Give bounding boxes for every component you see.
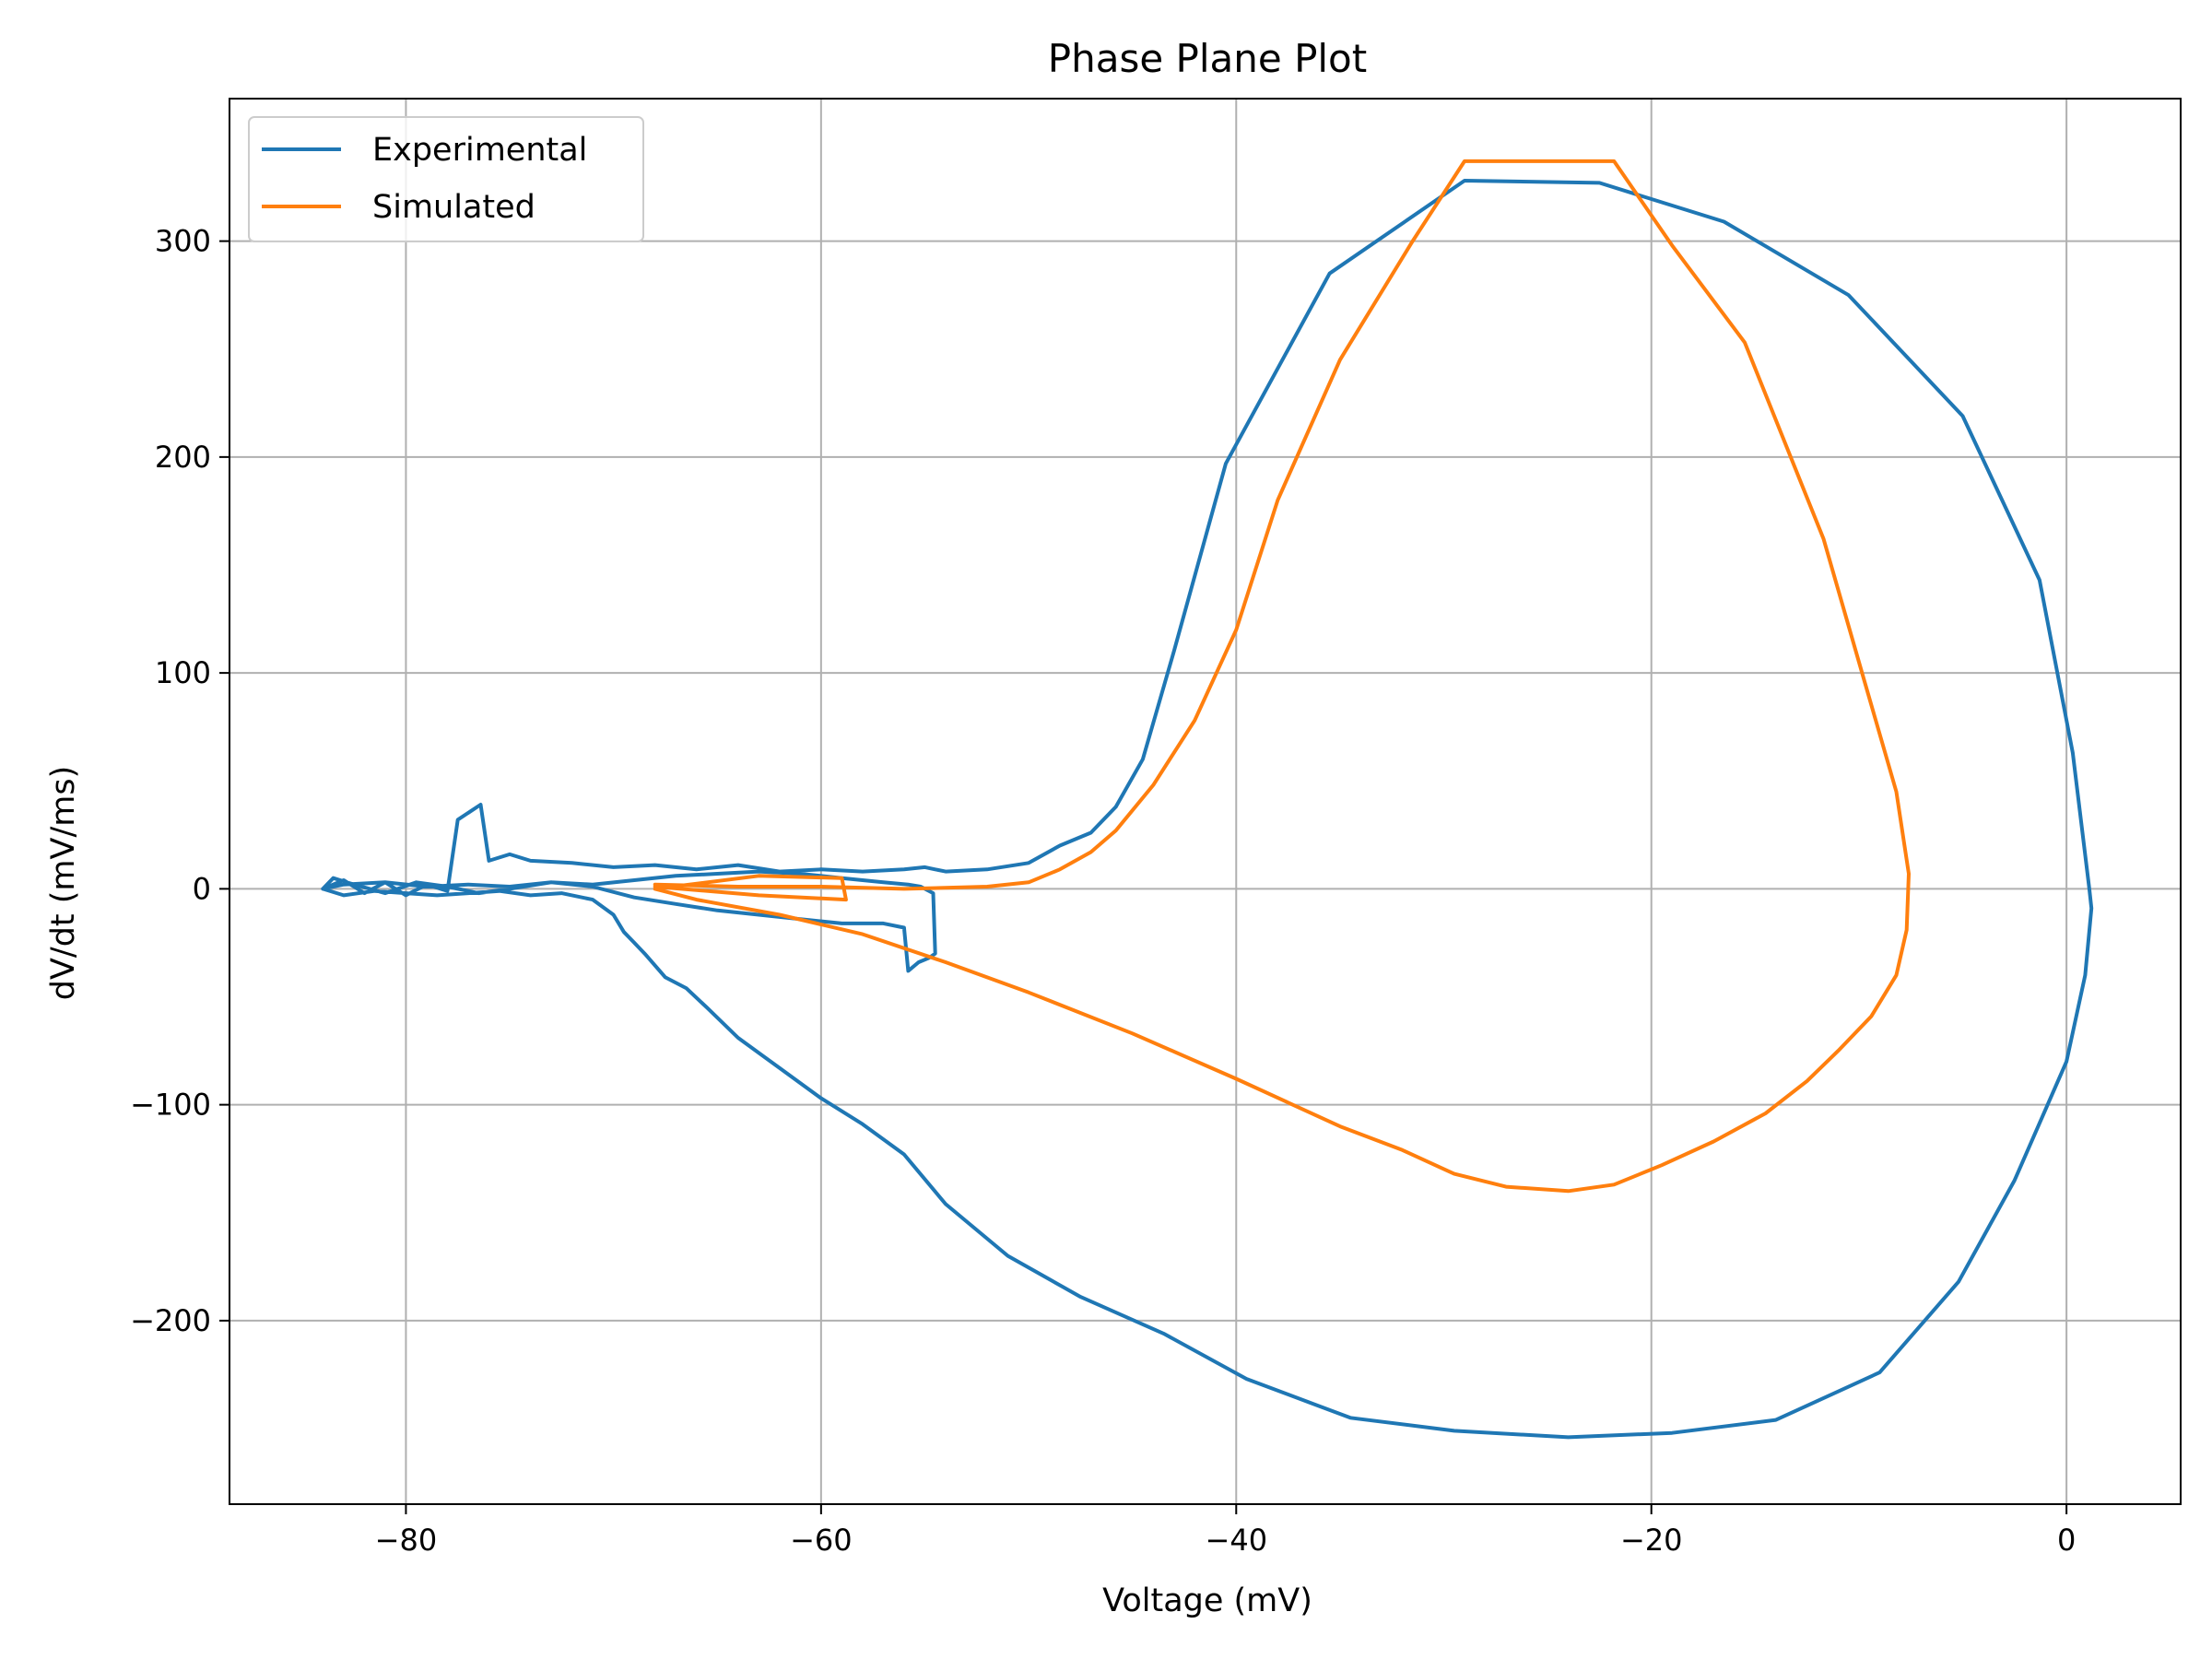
y-tick-label-3: 100 xyxy=(155,655,211,690)
x-tick-label-3: −20 xyxy=(1620,1523,1683,1558)
series-line-simulated xyxy=(653,159,1911,1194)
y-tick-label-1: −100 xyxy=(130,1088,211,1123)
x-tick-label-2: −40 xyxy=(1206,1523,1268,1558)
y-axis-label: dV/dt (mV/ms) xyxy=(45,766,82,1001)
axes-frame xyxy=(229,98,2182,1505)
x-tick-label-1: −60 xyxy=(790,1523,853,1558)
x-tick-label-0: −80 xyxy=(375,1523,438,1558)
y-tick-label-2: 0 xyxy=(193,871,211,906)
y-tick-label-5: 300 xyxy=(155,224,211,259)
legend: Experimental Simulated xyxy=(248,116,644,242)
plot-area: −80 −60 −40 −20 0−200−1000100200300Experimen… xyxy=(130,98,2182,1558)
legend-label-simulated: Simulated xyxy=(372,189,535,226)
series-group xyxy=(321,159,2094,1440)
y-tick-label-0: −200 xyxy=(130,1303,211,1338)
series-line-experimental xyxy=(321,179,2094,1440)
x-tick-label-4: 0 xyxy=(2057,1523,2076,1558)
legend-box xyxy=(248,116,644,242)
chart-title: Phase Plane Plot xyxy=(1048,36,1367,81)
y-tick-label-4: 200 xyxy=(155,440,211,475)
x-axis-label: Voltage (mV) xyxy=(1102,1583,1312,1619)
legend-label-experimental: Experimental xyxy=(372,132,587,169)
